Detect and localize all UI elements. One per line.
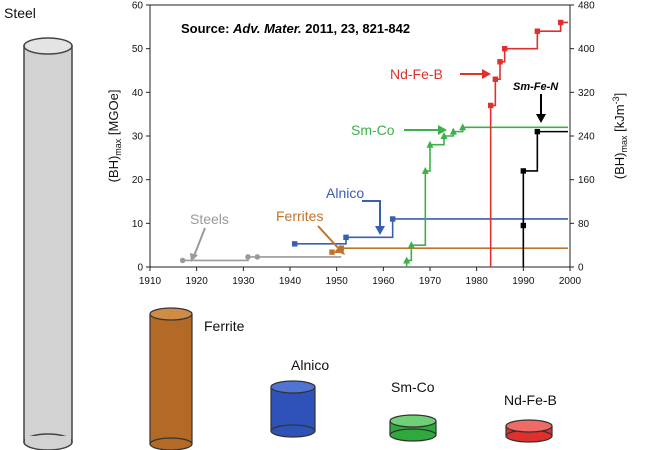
data-point <box>557 19 564 26</box>
data-point <box>254 254 261 260</box>
smco-cylinder <box>389 414 437 442</box>
arrowhead-ferrites <box>335 245 345 255</box>
arrow-alnico <box>362 200 381 229</box>
alnico-label: Alnico <box>291 357 329 373</box>
label-ndfeb: Nd-Fe-B <box>390 66 443 82</box>
data-point <box>329 249 335 255</box>
series-line-ferrites <box>332 247 568 253</box>
data-point <box>426 140 434 148</box>
x-tick-label: 1970 <box>419 276 442 287</box>
y-tick-label-right: 80 <box>578 219 590 230</box>
data-point <box>459 123 467 131</box>
smco-label: Sm-Co <box>391 379 435 395</box>
x-tick-label: 1980 <box>466 276 489 287</box>
x-tick-label: 1940 <box>279 276 302 287</box>
series-line-sm-co <box>406 126 568 262</box>
y-tick-label-left: 0 <box>137 263 143 274</box>
arrow-ferrites <box>317 225 341 251</box>
y-tick-label-right: 240 <box>578 132 595 143</box>
x-tick-label: 1990 <box>512 276 535 287</box>
ferrite-label: Ferrite <box>204 318 245 334</box>
data-point <box>534 128 541 135</box>
data-point <box>179 257 186 264</box>
ndfeb-label: Nd-Fe-B <box>504 392 557 408</box>
y-tick-label-left: 30 <box>132 132 144 143</box>
data-point <box>291 241 298 247</box>
steel-label: Steel <box>4 5 36 21</box>
series-points <box>179 19 564 264</box>
data-point <box>389 216 396 222</box>
data-point <box>245 254 251 260</box>
label-steels: Steels <box>190 211 229 227</box>
series-line-nd-fe-b <box>490 21 568 107</box>
y-axis-right-title: (BH)max [kJm-3] <box>611 93 629 179</box>
data-point <box>421 166 429 174</box>
arrowhead-smco <box>438 125 447 135</box>
data-point <box>407 241 415 249</box>
series-line-steels <box>182 256 342 262</box>
x-tick-label: 1950 <box>326 276 349 287</box>
data-point <box>520 168 527 174</box>
arrow-steels <box>193 227 206 257</box>
x-tick-label: 1930 <box>232 276 255 287</box>
y-tick-label-left: 20 <box>132 175 144 186</box>
y-axis-left-title: (BH)max [MGOe] <box>106 90 123 183</box>
y-tick-label-left: 10 <box>132 219 144 230</box>
y-tick-label-left: 60 <box>132 1 144 12</box>
label-smfen: Sm-Fe-N <box>513 81 559 93</box>
ndfeb-cylinder <box>505 419 553 443</box>
data-point <box>534 28 541 34</box>
data-point <box>449 127 457 135</box>
label-alnico: Alnico <box>326 185 364 201</box>
y-tick-label-right: 320 <box>578 88 595 99</box>
data-point <box>487 102 494 109</box>
y-tick-label-right: 400 <box>578 44 595 55</box>
y-tick-label-right: 160 <box>578 175 595 186</box>
alnico-cylinder <box>270 380 316 438</box>
series-lines <box>182 21 568 267</box>
label-ferrites: Ferrites <box>276 208 323 224</box>
data-point <box>492 76 499 82</box>
y-tick-label-left: 50 <box>132 44 144 55</box>
x-tick-label: 2000 <box>559 276 582 287</box>
y-tick-label-right: 0 <box>578 263 584 274</box>
arrowhead-alnico <box>375 226 385 235</box>
label-smco: Sm-Co <box>351 122 395 138</box>
arrowhead-steels <box>190 253 198 262</box>
arrowhead-smfen <box>536 114 546 123</box>
steel-cylinder <box>23 37 73 450</box>
data-point <box>343 234 349 241</box>
data-point <box>440 132 448 139</box>
series-line-sm-fe-n <box>522 130 568 226</box>
ferrite-cylinder <box>149 307 193 450</box>
series-line-alnico <box>294 218 568 245</box>
source-citation: Source: Adv. Mater. 2011, 23, 821-842 <box>181 21 410 36</box>
bhmax-chart: 1910 1920 1930 1940 1950 1960 1970 1980 1990 2000… <box>106 1 629 288</box>
y-tick-label-right: 480 <box>578 1 595 12</box>
axis-ticks: 1910 1920 1930 1940 1950 1960 1970 1980 1990 2000… <box>132 1 595 288</box>
x-tick-label: 1960 <box>372 276 395 287</box>
data-point <box>403 256 411 264</box>
x-tick-label: 1910 <box>139 276 162 287</box>
y-tick-label-left: 40 <box>132 88 144 99</box>
x-tick-label: 1920 <box>186 276 209 287</box>
data-point <box>520 222 527 229</box>
data-point <box>497 59 503 65</box>
arrowhead-ndfeb <box>482 69 491 79</box>
data-point <box>501 45 508 52</box>
